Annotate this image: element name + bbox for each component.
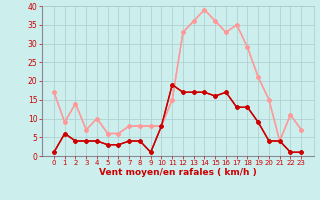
X-axis label: Vent moyen/en rafales ( km/h ): Vent moyen/en rafales ( km/h ) — [99, 168, 256, 177]
